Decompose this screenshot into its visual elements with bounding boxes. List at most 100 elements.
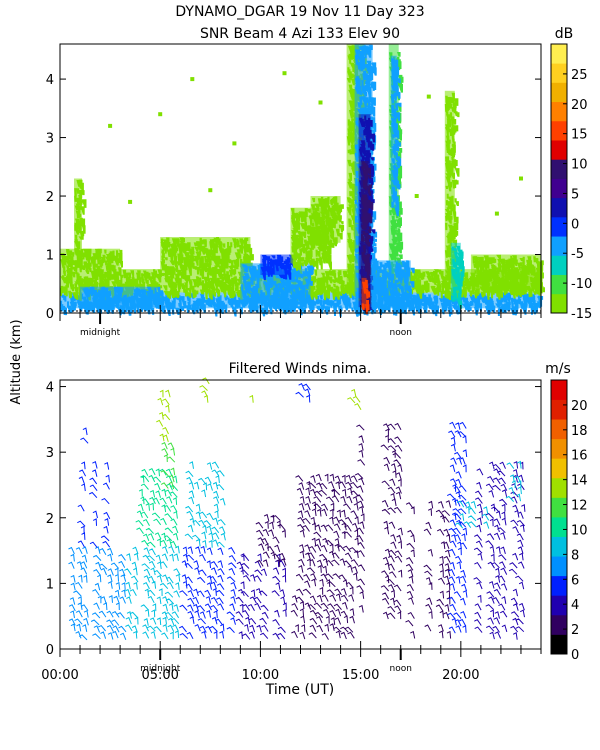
snr-colorbar-band bbox=[551, 101, 567, 122]
wind-barbs bbox=[68, 377, 526, 641]
snr-colorbar-label: 15 bbox=[571, 128, 588, 143]
snr-region-texture bbox=[361, 279, 371, 315]
wind-barb-group bbox=[135, 468, 179, 549]
snr-axes: 0 1 2 3 4 midnight noon bbox=[46, 43, 542, 338]
wind-axes: 0 1 2 3 4 midnight noon 00:00 05:00 10:00 15:00 20:… bbox=[41, 379, 542, 683]
wind-colorbar-band bbox=[551, 380, 567, 400]
wind-colorbar-label: 4 bbox=[571, 598, 579, 613]
wind-xtick-label: 10:00 bbox=[242, 668, 279, 683]
snr-colorbar-band bbox=[551, 82, 567, 103]
snr-region-texture bbox=[60, 248, 123, 277]
wind-marker-label: midnight bbox=[140, 664, 181, 674]
wind-colorbar: 0 2 4 6 8 10 12 14 16 18 20 bbox=[550, 379, 588, 663]
snr-region-texture bbox=[81, 286, 164, 316]
snr-speck bbox=[232, 141, 237, 146]
wind-barb-group bbox=[156, 389, 171, 443]
wind-title: Filtered Winds nima. bbox=[229, 361, 372, 377]
wind-marker-label: noon bbox=[389, 664, 411, 674]
wind-colorbar-label: 8 bbox=[571, 548, 579, 563]
wind-xtick-label: 20:00 bbox=[442, 668, 479, 683]
snr-colorbar-band bbox=[551, 274, 567, 295]
snr-region-texture bbox=[360, 161, 374, 315]
wind-colorbar-label: 12 bbox=[571, 499, 588, 514]
snr-region-texture bbox=[74, 179, 87, 263]
wind-colorbar-band bbox=[551, 438, 567, 459]
snr-colorbar-label: 5 bbox=[571, 187, 579, 202]
wind-barb-group bbox=[290, 578, 355, 640]
wind-colorbar-band bbox=[551, 595, 567, 616]
snr-ytick-label: 2 bbox=[46, 190, 54, 205]
snr-region bbox=[160, 237, 254, 278]
snr-colorbar-band bbox=[551, 197, 567, 218]
wind-colorbar-label: 10 bbox=[571, 523, 588, 538]
snr-region-texture bbox=[471, 254, 544, 297]
snr-region-texture bbox=[444, 92, 460, 292]
snr-colorbar-band bbox=[551, 178, 567, 199]
wind-colorbar-label: 16 bbox=[571, 449, 588, 464]
wind-barb-group bbox=[505, 460, 522, 502]
wind-barb-group bbox=[124, 545, 181, 640]
snr-colorbar-label: -5 bbox=[571, 247, 584, 262]
snr-region-texture bbox=[390, 58, 402, 217]
snr-marker-label: noon bbox=[389, 328, 411, 338]
snr-colorbar-band bbox=[551, 293, 567, 314]
snr-colorbar-label: -15 bbox=[571, 307, 592, 322]
snr-colorbar-band bbox=[551, 140, 567, 160]
wind-barb-group bbox=[235, 553, 287, 640]
snr-region-texture bbox=[241, 263, 315, 313]
snr-region bbox=[310, 196, 345, 250]
wind-colorbar-label: 0 bbox=[571, 648, 579, 663]
wind-barb-group bbox=[77, 460, 111, 549]
wind-colorbar-band bbox=[551, 614, 567, 635]
snr-colorbar-band bbox=[551, 255, 567, 275]
y-axis-label: Altitude (km) bbox=[9, 319, 24, 404]
wind-colorbar-unit: m/s bbox=[545, 361, 571, 377]
wind-colorbar-label: 18 bbox=[571, 424, 588, 439]
wind-xtick-label: 00:00 bbox=[41, 668, 78, 683]
wind-barb-group bbox=[199, 377, 210, 403]
snr-speck bbox=[128, 199, 133, 204]
wind-ytick-label: 1 bbox=[46, 577, 54, 592]
wind-barb-group bbox=[68, 546, 127, 641]
wind-barb-group bbox=[295, 383, 311, 403]
wind-colorbar-band bbox=[551, 575, 567, 596]
wind-colorbar-band bbox=[551, 399, 567, 420]
wind-colorbar-label: 6 bbox=[571, 573, 579, 588]
wind-colorbar-band bbox=[551, 419, 567, 440]
header-line-1: DYNAMO_DGAR 19 Nov 11 Day 323 bbox=[175, 4, 424, 20]
snr-colorbar-band bbox=[551, 63, 567, 83]
snr-ytick-label: 1 bbox=[46, 249, 54, 264]
wind-barb-group bbox=[354, 422, 403, 620]
snr-speck bbox=[426, 94, 431, 99]
wind-ytick-label: 4 bbox=[46, 381, 54, 396]
snr-colorbar-band bbox=[551, 236, 567, 256]
wind-xtick-label: 15:00 bbox=[342, 668, 379, 683]
wind-colorbar-frame bbox=[550, 379, 568, 655]
snr-speck bbox=[282, 71, 287, 76]
snr-marker-label: midnight bbox=[80, 328, 121, 338]
wind-barb-group bbox=[347, 388, 362, 411]
wind-colorbar-band bbox=[551, 556, 567, 577]
snr-region bbox=[260, 254, 296, 281]
snr-speck bbox=[108, 123, 113, 128]
snr-speck bbox=[494, 211, 499, 216]
wind-colorbar-label: 2 bbox=[571, 623, 579, 638]
wind-colorbar-band bbox=[551, 634, 567, 655]
snr-colorbar-label: 10 bbox=[571, 158, 588, 173]
snr-region bbox=[370, 260, 415, 315]
snr-colorbar: -15 -10 -5 0 5 10 15 20 25 bbox=[550, 43, 592, 322]
wind-barb-group bbox=[255, 513, 287, 567]
snr-region bbox=[74, 178, 87, 263]
snr-region bbox=[444, 90, 460, 292]
wind-colorbar-band bbox=[551, 458, 567, 479]
wind-barb-group bbox=[405, 500, 452, 639]
wind-colorbar-band bbox=[551, 517, 567, 537]
wind-colorbar-band bbox=[551, 536, 567, 557]
snr-colorbar-label: -10 bbox=[571, 277, 592, 292]
wind-frame bbox=[59, 379, 542, 650]
wind-colorbar-label: 20 bbox=[571, 399, 588, 414]
wind-barb-group bbox=[446, 421, 468, 634]
x-axis-label: Time (UT) bbox=[265, 682, 334, 698]
